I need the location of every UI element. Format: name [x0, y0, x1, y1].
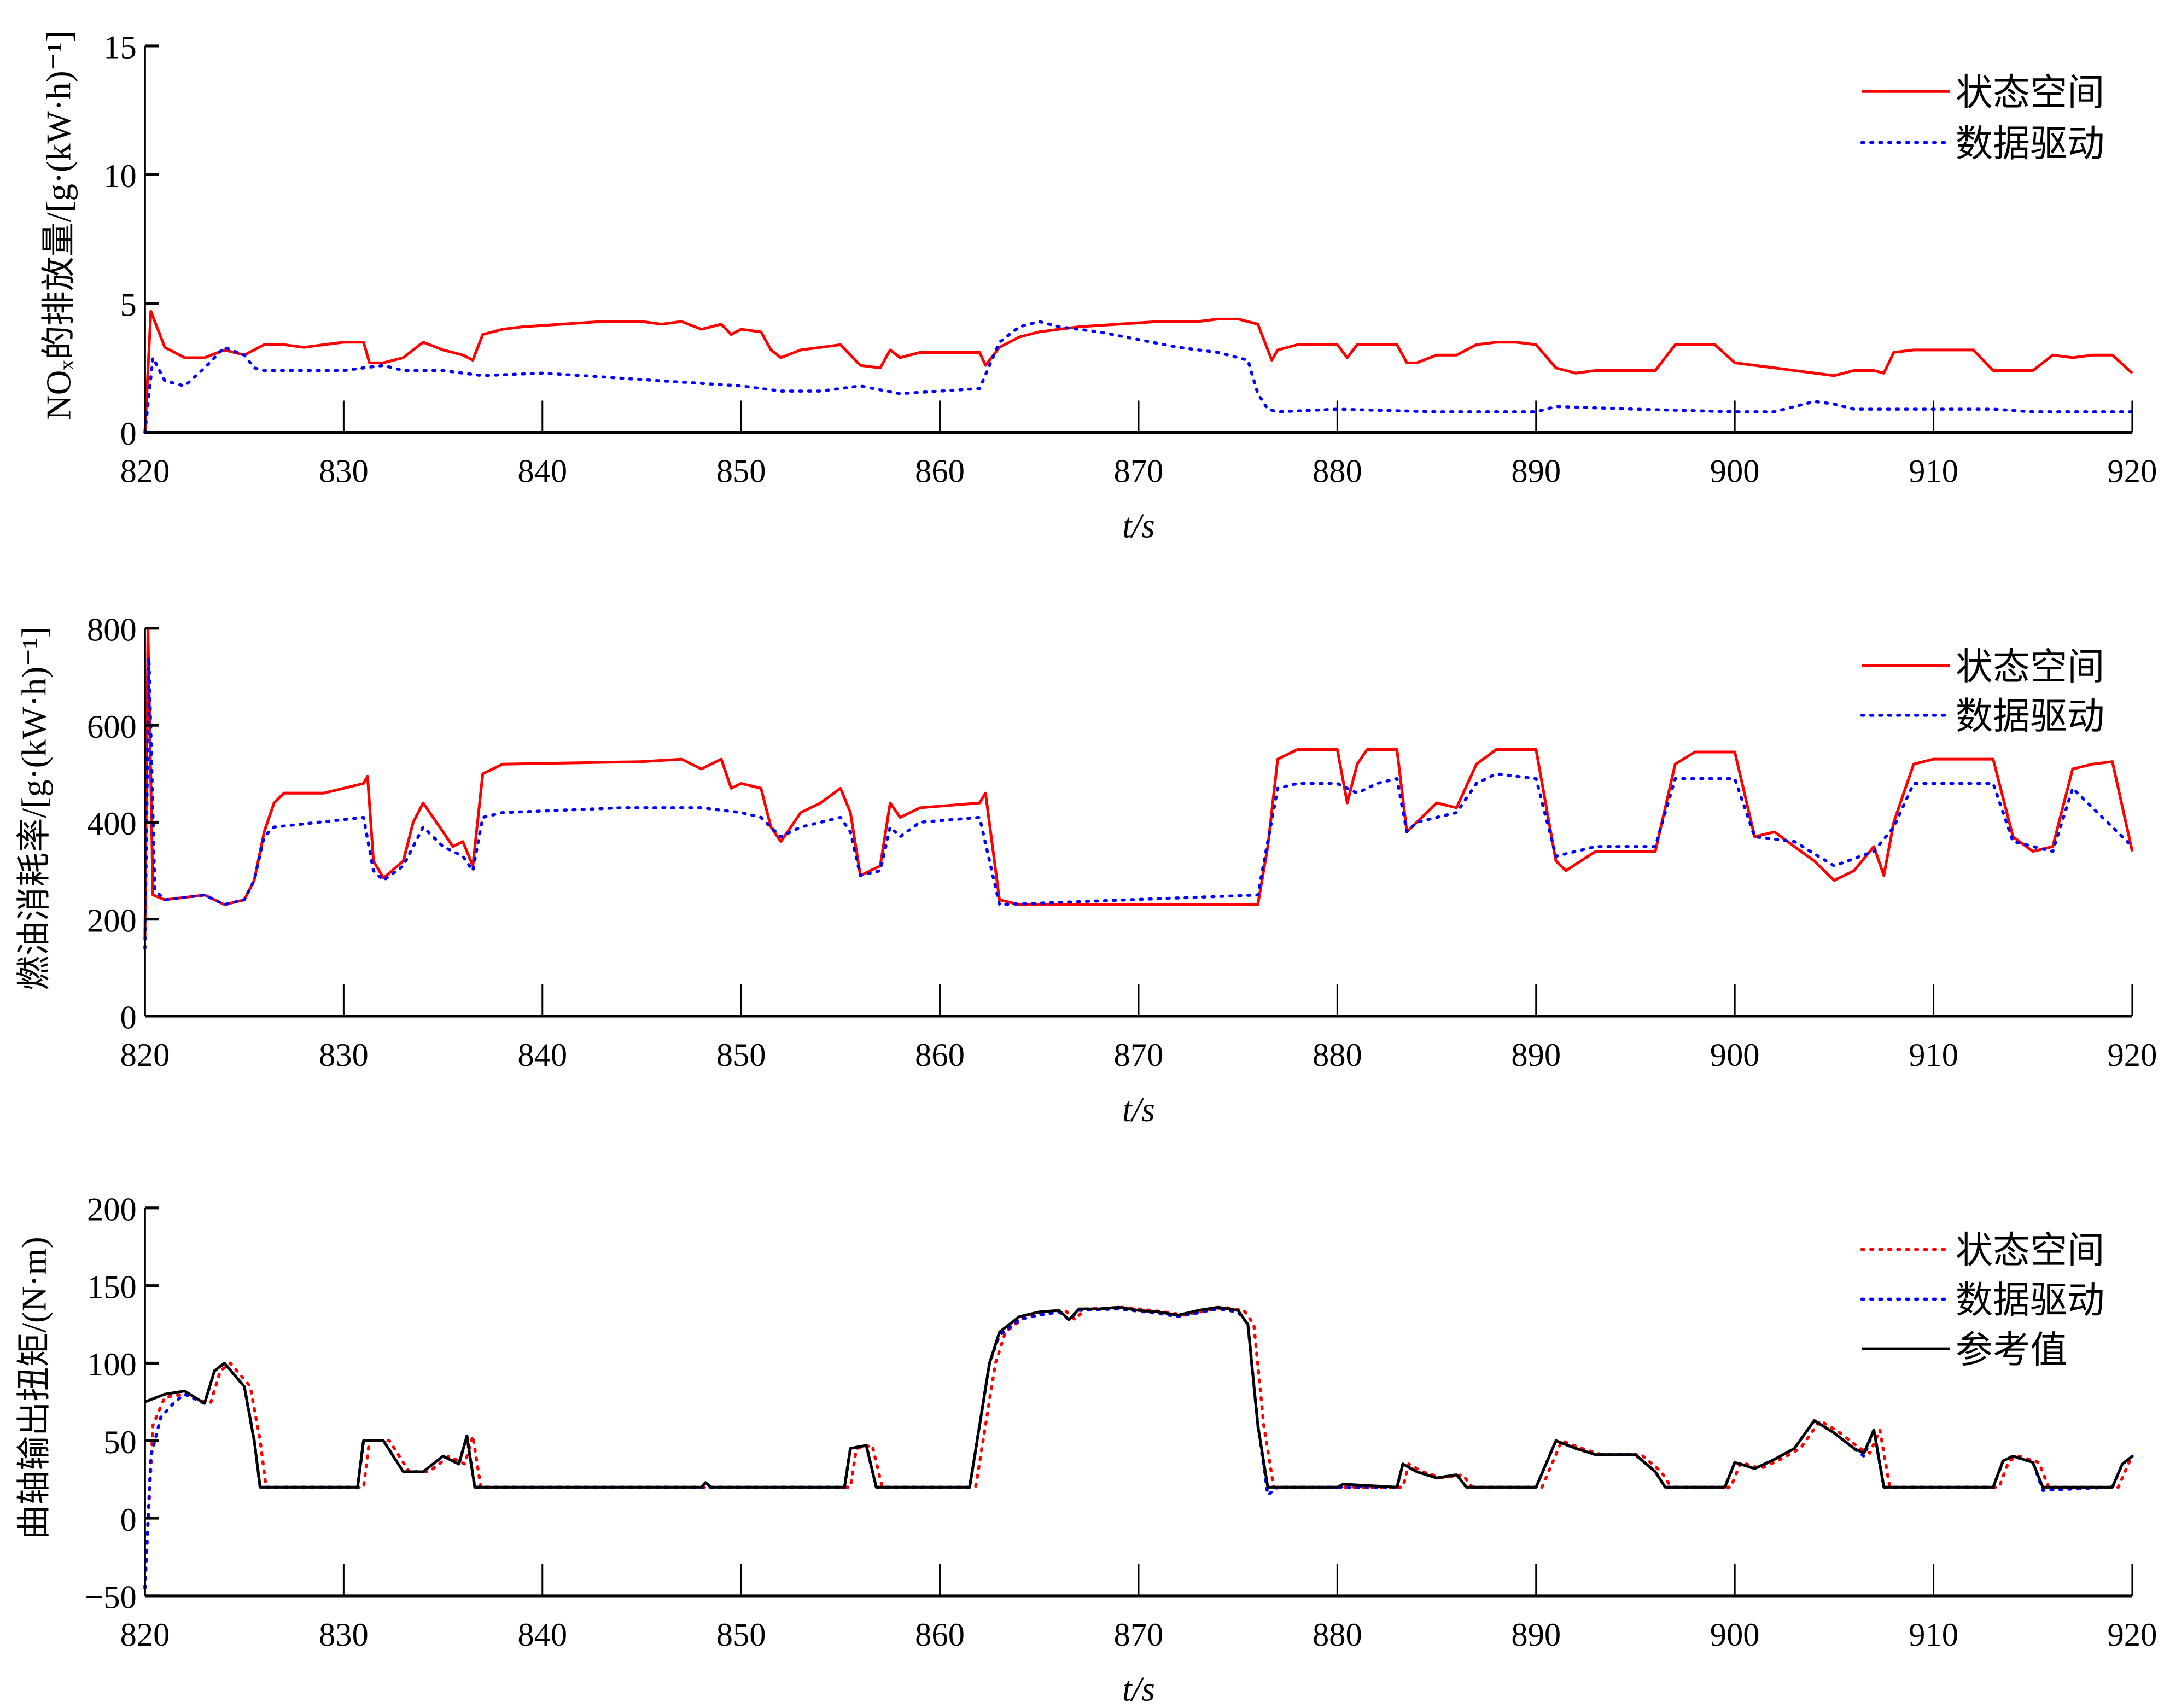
chart-panel-1: 820 830 840 850 860 870 880 890 900 910 920 0 5 10 15 t… — [40, 30, 2157, 545]
series-line-2 — [143, 656, 2134, 950]
x-axis-label: t/s — [1122, 506, 1155, 545]
legend-label: 状态空间 — [1956, 1230, 2105, 1272]
legend-label: 数据驱动 — [1956, 696, 2105, 737]
series-line-1 — [143, 1305, 2134, 1590]
x-tick-label: 920 — [2108, 453, 2157, 489]
x-tick-label: 900 — [1710, 1617, 1760, 1653]
x-tick-label: 820 — [120, 1617, 170, 1653]
x-tick-label: 880 — [1313, 1037, 1362, 1074]
x-tick-label: 850 — [716, 1617, 766, 1653]
x-tick-label: 850 — [716, 453, 766, 489]
x-tick-label: 870 — [1114, 1037, 1164, 1074]
x-axis-label: t/s — [1122, 1091, 1155, 1129]
y-tick-label: 150 — [87, 1269, 137, 1305]
x-tick-label: 850 — [716, 1037, 766, 1074]
x-tick-label: 880 — [1313, 1617, 1362, 1653]
x-tick-label: 840 — [517, 453, 567, 489]
x-tick-label: 870 — [1114, 453, 1164, 489]
x-tick-label: 820 — [120, 1037, 170, 1074]
series-line-1 — [143, 310, 2133, 433]
y-tick-label: 600 — [87, 709, 137, 745]
y-tick-label: 0 — [120, 416, 137, 452]
x-tick-label: 890 — [1511, 453, 1561, 489]
x-axis-label: t/s — [1122, 1670, 1155, 1708]
x-tick-label: 860 — [915, 1617, 965, 1653]
y-tick-label: 400 — [87, 806, 137, 842]
y-tick-label: 15 — [103, 30, 137, 66]
x-tick-label: 860 — [915, 453, 965, 489]
x-tick-label: 920 — [2108, 1617, 2157, 1653]
y-tick-label: 800 — [87, 612, 137, 649]
y-tick-label: −50 — [85, 1579, 137, 1616]
legend-label: 数据驱动 — [1956, 123, 2105, 165]
y-axis-label: 燃油消耗率/[g·(kW·h)⁻¹] — [15, 627, 53, 990]
x-tick-label: 920 — [2108, 1037, 2157, 1074]
legend-label: 参考值 — [1956, 1329, 2067, 1371]
y-tick-label: 200 — [87, 1192, 137, 1228]
y-tick-label: 0 — [120, 1502, 137, 1538]
y-tick-label: 5 — [120, 287, 137, 324]
y-axis-label: 曲轴输出扭矩/(N·m) — [15, 1237, 53, 1540]
x-tick-label: 890 — [1511, 1617, 1561, 1653]
x-tick-label: 910 — [1909, 453, 1958, 489]
series-line-2 — [143, 320, 2134, 434]
x-tick-label: 880 — [1313, 453, 1362, 489]
series-line-2 — [143, 1307, 2134, 1590]
y-tick-label: 0 — [120, 1000, 137, 1036]
x-tick-label: 910 — [1909, 1617, 1958, 1653]
y-tick-label: 200 — [87, 902, 137, 939]
legend-label: 状态空间 — [1956, 72, 2105, 113]
x-tick-label: 910 — [1909, 1037, 1958, 1074]
x-tick-label: 890 — [1511, 1037, 1561, 1074]
chart-panel-2: 820 830 840 850 860 870 880 890 900 910 920 0 200 400… — [15, 612, 2157, 1129]
y-axis-label: NOₓ的排放量/[g·(kW·h)⁻¹] — [40, 31, 78, 420]
x-tick-label: 830 — [319, 1037, 369, 1074]
x-tick-label: 900 — [1710, 1037, 1760, 1074]
x-tick-label: 820 — [120, 453, 170, 489]
x-tick-label: 870 — [1114, 1617, 1164, 1653]
series-line-1 — [143, 627, 2134, 939]
legend-label: 数据驱动 — [1956, 1280, 2105, 1321]
y-tick-label: 50 — [103, 1424, 137, 1461]
y-tick-label: 100 — [87, 1346, 137, 1383]
y-tick-label: 10 — [103, 158, 137, 195]
x-tick-label: 840 — [517, 1037, 567, 1074]
x-tick-label: 860 — [915, 1037, 965, 1074]
x-tick-label: 900 — [1710, 453, 1760, 489]
chart-panel-3: 820 830 840 850 860 870 880 890 900 910 920 −50 0 50 1… — [15, 1192, 2157, 1708]
x-tick-label: 830 — [319, 1617, 369, 1653]
x-tick-label: 840 — [517, 1617, 567, 1653]
series-line-3 — [144, 1305, 2133, 1489]
x-tick-label: 830 — [319, 453, 369, 489]
legend-label: 状态空间 — [1956, 646, 2105, 687]
